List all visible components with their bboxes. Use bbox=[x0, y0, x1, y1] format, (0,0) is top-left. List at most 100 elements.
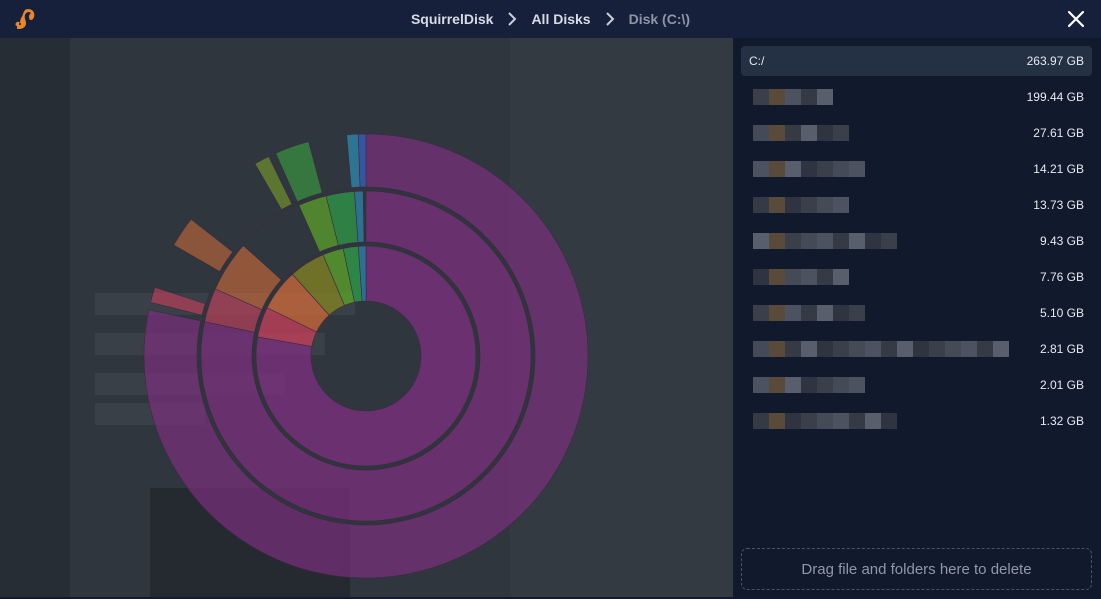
list-item[interactable]: 7.76 GB bbox=[741, 262, 1092, 292]
pixel-block bbox=[849, 341, 865, 357]
redacted-name bbox=[753, 269, 849, 285]
pixel-block bbox=[753, 233, 769, 249]
close-icon[interactable] bbox=[1065, 8, 1087, 30]
pixel-block bbox=[817, 341, 833, 357]
pixel-block bbox=[801, 305, 817, 321]
list-item[interactable]: 9.43 GB bbox=[741, 226, 1092, 256]
file-size: 199.44 GB bbox=[1026, 90, 1084, 104]
pixel-block bbox=[769, 377, 785, 393]
pixel-block bbox=[817, 377, 833, 393]
pixel-block bbox=[993, 341, 1009, 357]
pixel-block bbox=[785, 89, 801, 105]
redacted-name bbox=[753, 125, 849, 141]
list-item[interactable]: 2.81 GB bbox=[741, 334, 1092, 364]
breadcrumb: SquirrelDisk All Disks Disk (C:\) bbox=[405, 11, 696, 27]
pixel-block bbox=[833, 197, 849, 213]
sunburst-segment[interactable] bbox=[358, 245, 367, 302]
pixel-block bbox=[977, 341, 993, 357]
chevron-right-icon bbox=[597, 11, 623, 27]
sunburst-segment[interactable] bbox=[173, 218, 234, 272]
pixel-block bbox=[785, 233, 801, 249]
redacted-name bbox=[753, 305, 865, 321]
pixel-block bbox=[817, 413, 833, 429]
sunburst-segment[interactable] bbox=[357, 133, 367, 188]
sunburst-segment[interactable] bbox=[143, 133, 589, 579]
redacted-name bbox=[753, 341, 1009, 357]
list-item[interactable]: C:/ 263.97 GB bbox=[741, 46, 1092, 76]
file-size: 27.61 GB bbox=[1033, 126, 1084, 140]
redacted-name bbox=[753, 89, 833, 105]
pixel-block bbox=[769, 413, 785, 429]
pixel-block bbox=[817, 161, 833, 177]
pixel-block bbox=[785, 197, 801, 213]
file-size: 2.01 GB bbox=[1039, 378, 1084, 392]
pixel-block bbox=[833, 125, 849, 141]
pixel-block bbox=[753, 197, 769, 213]
squirrel-icon[interactable] bbox=[12, 6, 38, 32]
pixel-block bbox=[801, 233, 817, 249]
list-item[interactable]: 199.44 GB bbox=[741, 82, 1092, 112]
sunburst-segment[interactable] bbox=[275, 141, 323, 203]
sunburst-segment[interactable] bbox=[150, 287, 206, 316]
pixel-block bbox=[769, 161, 785, 177]
pixel-block bbox=[849, 377, 865, 393]
pixel-block bbox=[801, 125, 817, 141]
pixel-block bbox=[833, 341, 849, 357]
breadcrumb-all-disks[interactable]: All Disks bbox=[531, 11, 591, 27]
pixel-block bbox=[753, 161, 769, 177]
pixel-block bbox=[801, 89, 817, 105]
pixel-block bbox=[833, 377, 849, 393]
sunburst-chart[interactable] bbox=[0, 38, 733, 597]
pixel-block bbox=[849, 413, 865, 429]
sunburst-segment[interactable] bbox=[254, 156, 293, 211]
file-size: 14.21 GB bbox=[1033, 162, 1084, 176]
pixel-block bbox=[865, 341, 881, 357]
pixel-block bbox=[769, 305, 785, 321]
list-item[interactable]: 5.10 GB bbox=[741, 298, 1092, 328]
pixel-block bbox=[913, 341, 929, 357]
chevron-right-icon bbox=[499, 11, 525, 27]
pixel-block bbox=[817, 89, 833, 105]
delete-dropzone[interactable]: Drag file and folders here to delete bbox=[741, 548, 1092, 590]
pixel-block bbox=[753, 341, 769, 357]
pixel-block bbox=[945, 341, 961, 357]
file-sidebar: C:/ 263.97 GB 199.44 GB 27.61 GB 14.21 G… bbox=[733, 38, 1101, 599]
pixel-block bbox=[897, 341, 913, 357]
file-size: 5.10 GB bbox=[1039, 306, 1084, 320]
pixel-block bbox=[785, 377, 801, 393]
pixel-block bbox=[753, 413, 769, 429]
redacted-name bbox=[753, 233, 897, 249]
pixel-block bbox=[961, 341, 977, 357]
pixel-block bbox=[801, 377, 817, 393]
sunburst-segment[interactable] bbox=[354, 190, 365, 243]
redacted-name bbox=[753, 413, 897, 429]
pixel-block bbox=[753, 269, 769, 285]
list-item[interactable]: 1.32 GB bbox=[741, 406, 1092, 436]
list-item[interactable]: 13.73 GB bbox=[741, 190, 1092, 220]
pixel-block bbox=[817, 233, 833, 249]
pixel-block bbox=[833, 305, 849, 321]
pixel-block bbox=[801, 161, 817, 177]
list-item[interactable]: 27.61 GB bbox=[741, 118, 1092, 148]
pixel-block bbox=[865, 233, 881, 249]
file-size: 1.32 GB bbox=[1039, 414, 1084, 428]
breadcrumb-current-disk: Disk (C:\) bbox=[628, 11, 691, 27]
list-item[interactable]: 14.21 GB bbox=[741, 154, 1092, 184]
pixel-block bbox=[833, 161, 849, 177]
redacted-name bbox=[753, 161, 865, 177]
ring-separator bbox=[197, 187, 535, 525]
sunburst-segment[interactable] bbox=[346, 133, 361, 188]
pixel-block bbox=[801, 341, 817, 357]
list-item[interactable]: 2.01 GB bbox=[741, 370, 1092, 400]
pixel-block bbox=[817, 125, 833, 141]
redacted-name bbox=[753, 197, 849, 213]
breadcrumb-app[interactable]: SquirrelDisk bbox=[410, 11, 494, 27]
pixel-block bbox=[801, 413, 817, 429]
sunburst-segment[interactable] bbox=[200, 190, 532, 522]
file-size: 2.81 GB bbox=[1039, 342, 1084, 356]
sunburst-segment[interactable] bbox=[214, 245, 282, 311]
pixel-block bbox=[801, 197, 817, 213]
pixel-block bbox=[785, 341, 801, 357]
pixel-block bbox=[817, 305, 833, 321]
